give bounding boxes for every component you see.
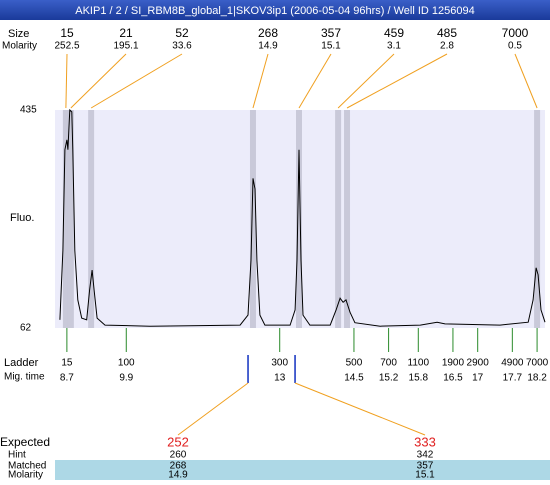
expected-value: 333 <box>414 434 436 449</box>
ladder-mig-time: 14.5 <box>344 373 364 384</box>
peak-size: 52 <box>175 26 189 40</box>
ladder-size: 4900 <box>501 358 524 369</box>
ladder-label: Ladder <box>4 357 39 369</box>
peak-molarity: 252.5 <box>54 41 79 52</box>
matched-value: 268 <box>170 461 187 472</box>
ladder-size: 15 <box>61 358 73 369</box>
row-label: Hint <box>8 450 26 461</box>
peak-connector <box>70 53 127 109</box>
molarity-header: Molarity <box>2 41 37 52</box>
hint-value: 260 <box>170 450 187 461</box>
peak-connector <box>346 53 448 109</box>
row-label: Molarity <box>8 470 43 480</box>
ladder-mig-time: 17.7 <box>503 373 523 384</box>
row-label: Matched <box>8 461 46 472</box>
peak-size: 357 <box>321 26 341 40</box>
peak-band <box>534 110 541 328</box>
molarity-value: 14.9 <box>168 470 188 480</box>
ladder-size: 700 <box>380 358 397 369</box>
peak-connector <box>298 53 332 109</box>
peak-molarity: 0.5 <box>508 41 522 52</box>
peak-size: 7000 <box>502 26 529 40</box>
ladder-size: 300 <box>271 358 288 369</box>
peak-size: 459 <box>384 26 404 40</box>
peak-molarity: 15.1 <box>321 41 341 52</box>
peak-connector <box>90 53 183 109</box>
peak-size: 485 <box>437 26 457 40</box>
matched-band <box>55 460 550 480</box>
title: AKIP1 / 2 / SI_RBM8B_global_1|SKOV3ip1 (… <box>75 5 475 17</box>
ladder-mig-time: 13 <box>274 373 286 384</box>
ladder-size: 1100 <box>408 358 430 369</box>
mig-time-label: Mig. time <box>4 372 45 383</box>
y-tick-label: 62 <box>20 323 32 334</box>
expected-connector <box>177 382 249 436</box>
ladder-size: 2900 <box>467 358 490 369</box>
hint-value: 342 <box>417 450 434 461</box>
peak-connector <box>337 53 395 109</box>
peak-band <box>62 110 69 328</box>
peak-connector <box>65 53 68 109</box>
peak-molarity: 14.9 <box>258 41 278 52</box>
title-bar <box>0 0 550 20</box>
ladder-mig-time: 15.2 <box>379 373 399 384</box>
peak-band <box>344 110 351 328</box>
peak-size: 21 <box>119 26 133 40</box>
ladder-size: 7000 <box>526 358 549 369</box>
size-header: Size <box>8 28 29 40</box>
y-axis-label: Fluo. <box>10 212 34 224</box>
peak-size: 15 <box>60 26 74 40</box>
ladder-size: 500 <box>346 358 363 369</box>
peak-molarity: 3.1 <box>387 41 401 52</box>
peak-band <box>67 110 74 328</box>
peak-molarity: 2.8 <box>440 41 454 52</box>
ladder-mig-time: 15.8 <box>409 373 429 384</box>
trace <box>59 108 546 327</box>
ladder-size: 100 <box>118 358 135 369</box>
ladder-size: 1900 <box>442 358 465 369</box>
expected-value: 252 <box>167 434 189 449</box>
ladder-mig-time: 18.2 <box>527 373 547 384</box>
ladder-mig-time: 8.7 <box>60 373 74 384</box>
peak-size: 268 <box>258 26 278 40</box>
ladder-mig-time: 9.9 <box>119 373 133 384</box>
expected-connector <box>294 382 426 436</box>
peak-band <box>335 110 342 328</box>
matched-value: 357 <box>417 461 434 472</box>
peak-connector <box>514 53 538 109</box>
peak-molarity: 33.6 <box>172 41 192 52</box>
molarity-value: 15.1 <box>415 470 435 480</box>
peak-band <box>296 110 303 328</box>
row-label: Expected <box>0 435 50 449</box>
y-tick-label: 435 <box>20 105 37 116</box>
peak-band <box>249 110 256 328</box>
peak-connector <box>252 53 269 109</box>
ladder-mig-time: 17 <box>472 373 484 384</box>
ladder-mig-time: 16.5 <box>443 373 463 384</box>
peak-band <box>88 110 95 328</box>
peak-molarity: 195.1 <box>113 41 138 52</box>
